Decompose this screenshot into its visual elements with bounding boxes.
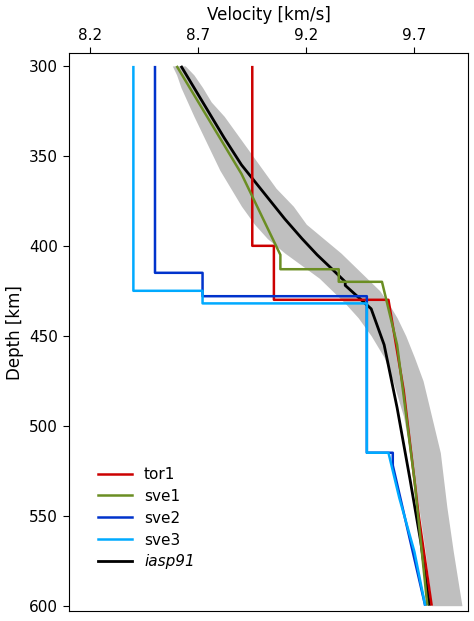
Y-axis label: Depth [km]: Depth [km] [6, 285, 24, 379]
X-axis label: Velocity [km/s]: Velocity [km/s] [207, 6, 330, 24]
Legend: tor1, sve1, sve2, sve3, iasp91: tor1, sve1, sve2, sve3, iasp91 [92, 461, 201, 576]
